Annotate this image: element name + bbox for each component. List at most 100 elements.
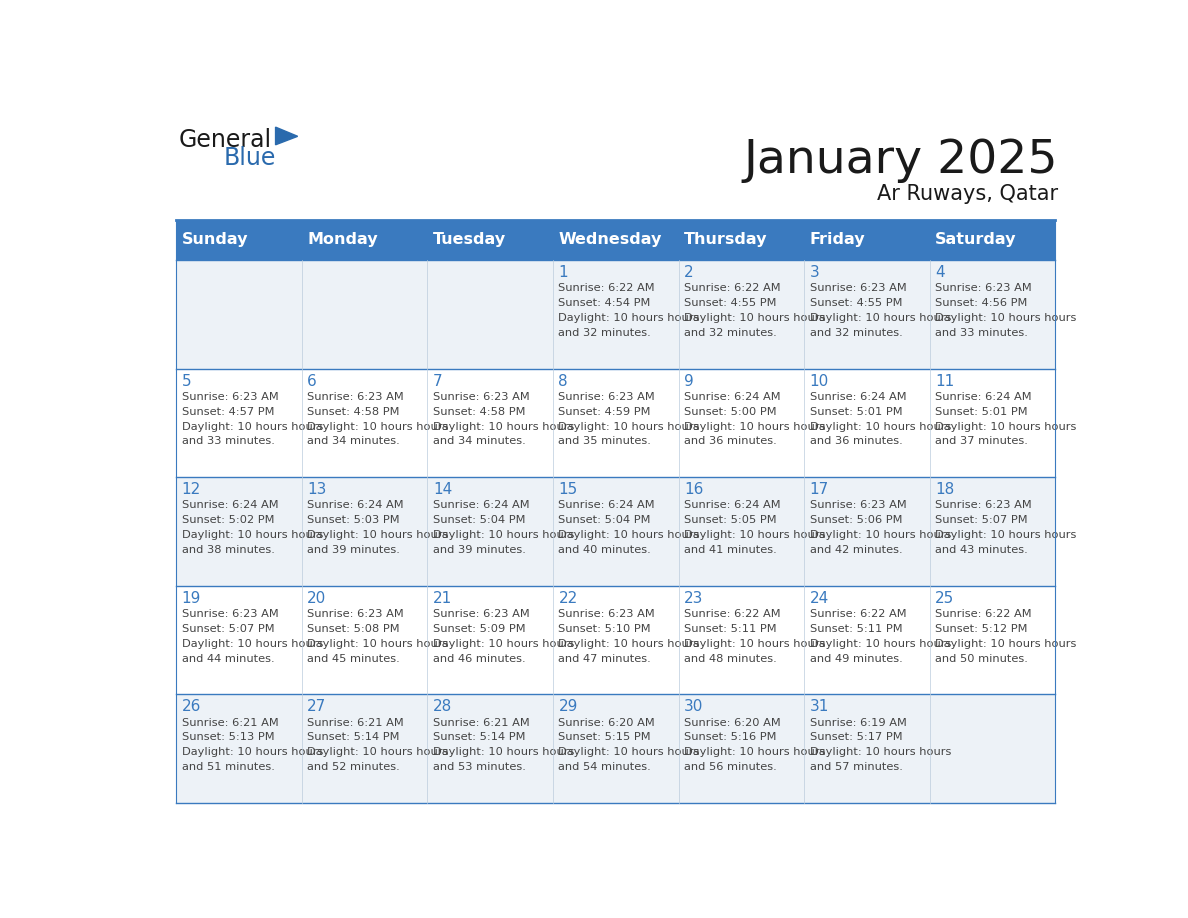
Text: 28: 28 [432,700,453,714]
Text: Sunset: 5:07 PM: Sunset: 5:07 PM [182,624,274,634]
Text: Sunrise: 6:24 AM: Sunrise: 6:24 AM [308,500,404,510]
Text: Sunset: 5:06 PM: Sunset: 5:06 PM [810,515,902,525]
Text: and 48 minutes.: and 48 minutes. [684,654,777,664]
Text: Daylight: 10 hours hours: Daylight: 10 hours hours [684,313,826,323]
Text: Sunset: 5:10 PM: Sunset: 5:10 PM [558,624,651,634]
Text: and 52 minutes.: and 52 minutes. [308,762,400,772]
Text: Friday: Friday [810,232,865,247]
Text: Sunset: 4:58 PM: Sunset: 4:58 PM [308,407,399,417]
Text: January 2025: January 2025 [744,139,1059,184]
Text: Daylight: 10 hours hours: Daylight: 10 hours hours [935,531,1076,540]
Text: Sunset: 4:56 PM: Sunset: 4:56 PM [935,298,1028,308]
Text: Sunrise: 6:22 AM: Sunrise: 6:22 AM [684,284,781,294]
Text: Daylight: 10 hours hours: Daylight: 10 hours hours [558,639,700,649]
Text: and 41 minutes.: and 41 minutes. [684,545,777,555]
Text: Sunrise: 6:20 AM: Sunrise: 6:20 AM [558,718,656,728]
Text: Sunrise: 6:22 AM: Sunrise: 6:22 AM [558,284,655,294]
Text: Daylight: 10 hours hours: Daylight: 10 hours hours [432,421,574,431]
Text: and 33 minutes.: and 33 minutes. [182,436,274,446]
Text: Tuesday: Tuesday [432,232,506,247]
Text: and 42 minutes.: and 42 minutes. [810,545,903,555]
Text: 2: 2 [684,265,694,280]
Text: Sunrise: 6:20 AM: Sunrise: 6:20 AM [684,718,781,728]
Text: and 56 minutes.: and 56 minutes. [684,762,777,772]
Text: Sunrise: 6:19 AM: Sunrise: 6:19 AM [810,718,906,728]
Text: Sunset: 5:12 PM: Sunset: 5:12 PM [935,624,1028,634]
Text: Sunset: 5:15 PM: Sunset: 5:15 PM [558,733,651,743]
Text: Sunrise: 6:24 AM: Sunrise: 6:24 AM [935,392,1032,402]
Text: 10: 10 [810,374,829,388]
Text: 6: 6 [308,374,317,388]
Text: and 49 minutes.: and 49 minutes. [810,654,903,664]
Text: Daylight: 10 hours hours: Daylight: 10 hours hours [684,639,826,649]
Text: Sunrise: 6:23 AM: Sunrise: 6:23 AM [558,392,656,402]
Text: Sunrise: 6:23 AM: Sunrise: 6:23 AM [182,609,278,619]
Text: Sunset: 4:57 PM: Sunset: 4:57 PM [182,407,274,417]
Text: Sunday: Sunday [182,232,248,247]
Text: 17: 17 [810,482,829,498]
Text: and 40 minutes.: and 40 minutes. [558,545,651,555]
Text: Sunset: 5:14 PM: Sunset: 5:14 PM [432,733,525,743]
Text: Sunrise: 6:23 AM: Sunrise: 6:23 AM [432,609,530,619]
Text: 30: 30 [684,700,703,714]
Text: and 46 minutes.: and 46 minutes. [432,654,525,664]
Text: 22: 22 [558,590,577,606]
Text: Sunset: 5:17 PM: Sunset: 5:17 PM [810,733,903,743]
Text: and 32 minutes.: and 32 minutes. [684,328,777,338]
Text: Sunrise: 6:22 AM: Sunrise: 6:22 AM [684,609,781,619]
Text: Sunset: 4:54 PM: Sunset: 4:54 PM [558,298,651,308]
Text: Sunrise: 6:24 AM: Sunrise: 6:24 AM [684,500,781,510]
Text: Sunrise: 6:24 AM: Sunrise: 6:24 AM [432,500,530,510]
Text: and 57 minutes.: and 57 minutes. [810,762,903,772]
Text: Monday: Monday [308,232,378,247]
Text: and 50 minutes.: and 50 minutes. [935,654,1028,664]
Text: 27: 27 [308,700,327,714]
Bar [176,694,1055,803]
Text: and 45 minutes.: and 45 minutes. [308,654,400,664]
Text: Daylight: 10 hours hours: Daylight: 10 hours hours [684,531,826,540]
Text: 21: 21 [432,590,453,606]
Text: Saturday: Saturday [935,232,1017,247]
Text: Sunrise: 6:22 AM: Sunrise: 6:22 AM [810,609,906,619]
Text: Daylight: 10 hours hours: Daylight: 10 hours hours [308,639,449,649]
Text: Sunrise: 6:22 AM: Sunrise: 6:22 AM [935,609,1032,619]
Text: Sunrise: 6:23 AM: Sunrise: 6:23 AM [935,500,1032,510]
Text: Sunset: 5:01 PM: Sunset: 5:01 PM [935,407,1028,417]
Text: and 43 minutes.: and 43 minutes. [935,545,1028,555]
Bar [176,369,1055,477]
Text: Wednesday: Wednesday [558,232,662,247]
Text: Sunset: 5:02 PM: Sunset: 5:02 PM [182,515,274,525]
Bar [176,260,1055,369]
Text: and 39 minutes.: and 39 minutes. [308,545,400,555]
Text: Sunset: 5:04 PM: Sunset: 5:04 PM [432,515,525,525]
Text: Sunset: 5:01 PM: Sunset: 5:01 PM [810,407,903,417]
Text: and 37 minutes.: and 37 minutes. [935,436,1028,446]
Text: Sunset: 5:00 PM: Sunset: 5:00 PM [684,407,777,417]
Text: and 32 minutes.: and 32 minutes. [558,328,651,338]
Text: Sunset: 5:11 PM: Sunset: 5:11 PM [810,624,903,634]
Text: 11: 11 [935,374,954,388]
Text: Sunset: 4:55 PM: Sunset: 4:55 PM [810,298,902,308]
Text: and 32 minutes.: and 32 minutes. [810,328,903,338]
Text: 7: 7 [432,374,442,388]
Text: Daylight: 10 hours hours: Daylight: 10 hours hours [558,747,700,757]
Text: Sunset: 4:59 PM: Sunset: 4:59 PM [558,407,651,417]
Text: 8: 8 [558,374,568,388]
Text: 31: 31 [810,700,829,714]
Text: Sunrise: 6:23 AM: Sunrise: 6:23 AM [182,392,278,402]
Text: Sunrise: 6:23 AM: Sunrise: 6:23 AM [308,609,404,619]
Text: and 33 minutes.: and 33 minutes. [935,328,1028,338]
Text: and 38 minutes.: and 38 minutes. [182,545,274,555]
Text: 29: 29 [558,700,577,714]
Text: 26: 26 [182,700,201,714]
Text: Daylight: 10 hours hours: Daylight: 10 hours hours [684,421,826,431]
Text: Sunrise: 6:23 AM: Sunrise: 6:23 AM [432,392,530,402]
Text: and 36 minutes.: and 36 minutes. [684,436,777,446]
Text: Sunrise: 6:23 AM: Sunrise: 6:23 AM [558,609,656,619]
Text: and 35 minutes.: and 35 minutes. [558,436,651,446]
Text: Ar Ruways, Qatar: Ar Ruways, Qatar [877,185,1059,205]
Text: Sunrise: 6:24 AM: Sunrise: 6:24 AM [684,392,781,402]
Text: Sunset: 5:07 PM: Sunset: 5:07 PM [935,515,1028,525]
Text: Daylight: 10 hours hours: Daylight: 10 hours hours [182,531,323,540]
Text: and 39 minutes.: and 39 minutes. [432,545,526,555]
